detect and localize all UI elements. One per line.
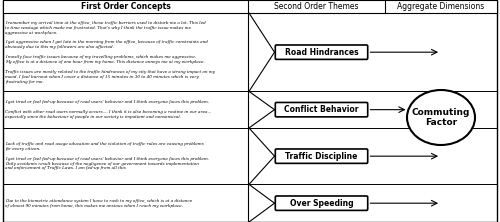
FancyBboxPatch shape bbox=[276, 196, 368, 210]
Text: Aggregate Dimensions: Aggregate Dimensions bbox=[398, 2, 484, 11]
Text: I remember my arrival time at the office, those traffic barriers used to disturb: I remember my arrival time at the office… bbox=[5, 21, 215, 84]
FancyBboxPatch shape bbox=[276, 149, 368, 163]
Text: Second Order Themes: Second Order Themes bbox=[274, 2, 359, 11]
Bar bbox=[3, 0, 497, 13]
FancyBboxPatch shape bbox=[276, 103, 368, 117]
Text: Road Hindrances: Road Hindrances bbox=[284, 48, 358, 57]
Text: I get tired or feel fed-up because of road users' behavior and I think everyone : I get tired or feel fed-up because of ro… bbox=[5, 100, 211, 119]
Ellipse shape bbox=[407, 90, 475, 145]
Text: Due to the biometric attendance system I have to rush to my office, which is at : Due to the biometric attendance system I… bbox=[5, 199, 192, 208]
Text: Traffic Discipline: Traffic Discipline bbox=[286, 152, 358, 161]
Text: Lack of traffic and road usage education and the violation of traffic rules are : Lack of traffic and road usage education… bbox=[5, 142, 209, 170]
Text: Over Speeding: Over Speeding bbox=[290, 199, 354, 208]
Text: First Order Concepts: First Order Concepts bbox=[80, 2, 170, 11]
FancyBboxPatch shape bbox=[276, 45, 368, 59]
Text: Commuting
Factor: Commuting Factor bbox=[412, 108, 470, 127]
Text: Conflict Behavior: Conflict Behavior bbox=[284, 105, 359, 114]
